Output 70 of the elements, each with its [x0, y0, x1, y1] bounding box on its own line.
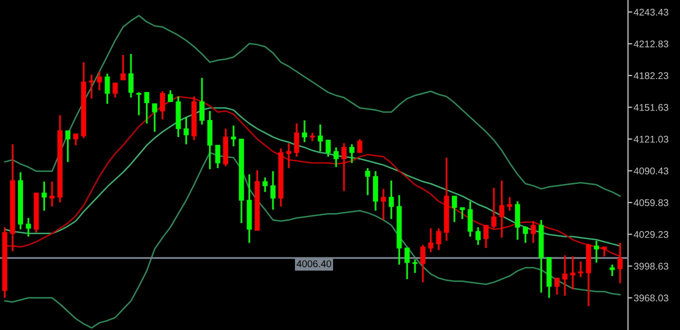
candlestick	[50, 180, 55, 208]
candlestick	[89, 74, 94, 100]
candlestick	[388, 180, 394, 220]
candlestick	[341, 142, 346, 192]
candlestick	[428, 227, 434, 254]
candlestick	[104, 72, 110, 105]
y-tick-label: 3968.03	[634, 294, 668, 302]
candlestick	[152, 102, 158, 133]
candlestick	[199, 76, 204, 126]
candlestick	[215, 144, 220, 169]
candlestick	[602, 246, 607, 258]
candlestick	[420, 244, 426, 284]
candlestick	[302, 120, 308, 144]
candlestick	[262, 176, 268, 193]
candlestick	[522, 225, 528, 244]
candlestick	[515, 200, 520, 241]
candlestick	[128, 53, 134, 98]
candlestick	[594, 240, 599, 264]
candlestick	[530, 220, 536, 244]
candlestick	[168, 89, 173, 103]
candlestick	[610, 264, 615, 277]
y-tick-label: 4151.63	[634, 104, 668, 111]
candlestick	[144, 92, 150, 124]
candlestick	[380, 188, 386, 221]
candlestick	[318, 124, 323, 152]
candlestick	[120, 54, 126, 81]
candlestick	[554, 277, 560, 296]
candlestick	[562, 254, 568, 297]
y-tick-label: 4090.43	[634, 168, 668, 174]
candlestick	[452, 195, 457, 223]
candlestick	[499, 180, 504, 238]
candlestick	[349, 143, 354, 164]
candlestick	[491, 186, 496, 230]
candlestick	[476, 226, 481, 246]
candlestick	[365, 167, 370, 196]
candlestick	[570, 255, 576, 290]
candlestick	[65, 130, 70, 163]
candlestick	[507, 196, 512, 212]
candlestick	[73, 133, 78, 146]
candlestick	[42, 180, 47, 212]
candlestick	[412, 258, 418, 274]
line-series	[4, 14, 621, 197]
candlestick	[286, 142, 292, 169]
candlestick	[270, 170, 276, 210]
y-tick-label: 4243.43	[634, 8, 668, 16]
y-tick-label: 4121.03	[634, 136, 668, 143]
candlestick	[436, 227, 442, 251]
candlestick	[26, 217, 31, 238]
candlestick	[112, 82, 118, 98]
candlestick	[460, 206, 465, 220]
candlestick	[483, 224, 489, 249]
y-tick-label: 4059.83	[634, 199, 668, 206]
candlestick	[294, 122, 300, 158]
candlestick	[578, 260, 584, 278]
candlestick	[468, 200, 473, 238]
candlestick	[404, 247, 410, 280]
candlestick	[334, 146, 339, 168]
candlestick	[184, 116, 189, 146]
y-tick-label: 4182.23	[634, 72, 668, 80]
candlestick	[96, 70, 102, 92]
candlestick	[160, 90, 166, 120]
candlestick	[357, 138, 362, 154]
candlestick	[326, 139, 331, 158]
candlestick	[136, 92, 142, 116]
candlestick	[231, 124, 236, 148]
candlestick	[618, 242, 623, 284]
y-tick-label: 4212.83	[634, 40, 668, 48]
y-tick-label: 3998.63	[634, 262, 668, 270]
ref-line-label: 4006.40	[296, 260, 332, 268]
y-tick-label: 4029.23	[634, 231, 668, 238]
